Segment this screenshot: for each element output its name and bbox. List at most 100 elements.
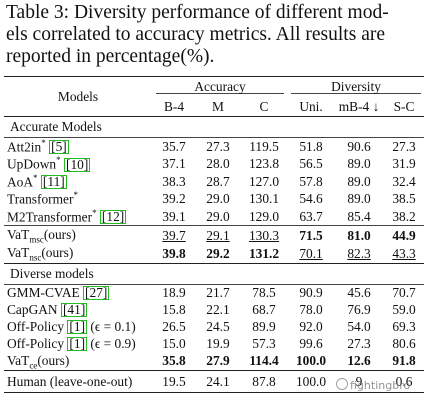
- cell: 29.0: [206, 191, 230, 207]
- table-row: AoA* [11] 38.3 28.7 127.0 57.8 89.0 32.4: [4, 173, 424, 190]
- cell: 54.0: [347, 319, 371, 335]
- cell: 119.5: [249, 138, 279, 154]
- cell: 27.3: [206, 138, 230, 154]
- citation-link[interactable]: [27]: [83, 285, 110, 301]
- cell: 24.5: [206, 319, 230, 335]
- cell: 18.9: [162, 285, 186, 301]
- cell: 29.2: [206, 245, 230, 261]
- cell: 90.6: [347, 138, 371, 154]
- results-table: Models Accuracy Diversity B-4 M C Uni. m…: [4, 76, 425, 393]
- cell: 80.6: [392, 336, 416, 352]
- cell: 12.6: [347, 353, 371, 369]
- cell: 100.0: [295, 353, 327, 369]
- table-row: Off-Policy [1] (ϵ = 0.9) 15.0 19.9 57.3 …: [4, 336, 424, 353]
- model-name: Att2in* [5]: [7, 138, 69, 155]
- header-accuracy: Accuracy: [152, 77, 288, 98]
- citation-link[interactable]: [1]: [67, 319, 88, 335]
- cell: 59.0: [392, 302, 416, 318]
- cell: 87.8: [252, 373, 276, 389]
- cell: 43.3: [392, 245, 416, 261]
- col-header: S-C: [393, 98, 415, 114]
- citation-link[interactable]: [11]: [40, 174, 67, 190]
- citation-link[interactable]: [5]: [49, 139, 69, 155]
- table-row: UpDown* [10] 37.1 28.0 123.8 56.5 89.0 3…: [4, 155, 424, 172]
- cell: 89.0: [347, 173, 371, 189]
- section-accurate: Accurate Models: [10, 119, 102, 134]
- cell: 29.0: [206, 208, 230, 224]
- cell: 69.3: [392, 319, 416, 335]
- cell: 76.9: [347, 302, 371, 318]
- model-name: GMM-CVAE [27]: [7, 285, 110, 301]
- caption-line: els correlated to accuracy metrics. All …: [6, 24, 385, 45]
- col-header: mB-4 ↓: [338, 98, 380, 114]
- table-row: Att2in* [5] 35.7 27.3 119.5 51.8 90.6 27…: [4, 137, 425, 156]
- citation-link[interactable]: [41]: [60, 302, 88, 318]
- cell: 82.3: [347, 245, 371, 261]
- cell: 35.8: [162, 353, 186, 369]
- cell: 26.5: [162, 319, 186, 335]
- cell: 130.3: [248, 227, 280, 243]
- cell: 129.0: [248, 208, 280, 224]
- col-header: M: [212, 98, 224, 114]
- cell: 15.8: [162, 302, 186, 318]
- cell: 21.7: [206, 285, 230, 301]
- caption-line: Table 3: Diversity performance of differ…: [6, 2, 389, 23]
- cell: 19.9: [206, 336, 230, 352]
- cell: 15.0: [162, 336, 186, 352]
- cell: 38.2: [392, 208, 416, 224]
- cell: 68.7: [252, 302, 276, 318]
- model-name: M2Transformer* [12]: [7, 207, 127, 225]
- cell: 99.6: [299, 336, 323, 352]
- citation-link[interactable]: [12]: [99, 209, 127, 225]
- table-caption: Table 3: Diversity performance of differ…: [6, 2, 424, 68]
- citation-link[interactable]: [1]: [67, 336, 88, 352]
- table-row: M2Transformer* [12] 39.1 29.0 129.0 63.7…: [4, 208, 424, 226]
- cell: 57.3: [252, 336, 276, 352]
- cell: 89.0: [347, 156, 371, 172]
- cell: 130.1: [248, 191, 280, 207]
- cell: 27.3: [392, 138, 416, 154]
- cell: 114.4: [249, 353, 279, 369]
- model-name: CapGAN [41]: [7, 302, 88, 318]
- cell: 100.0: [295, 373, 327, 389]
- header-diversity: Diversity: [288, 77, 424, 98]
- cell: 56.5: [299, 156, 323, 172]
- cell: 78.0: [299, 302, 323, 318]
- cell: 89.0: [347, 191, 371, 207]
- cell: 51.8: [299, 138, 323, 154]
- model-name: Human (leave-one-out): [7, 373, 133, 389]
- cell: 123.8: [248, 156, 280, 172]
- model-name: UpDown* [10]: [7, 155, 91, 172]
- cell: 90.9: [299, 285, 323, 301]
- cell: 31.9: [392, 156, 416, 172]
- cell: 71.5: [299, 227, 323, 243]
- cell: 35.7: [162, 138, 186, 154]
- table-row: Transformer* 39.2 29.0 130.1 54.6 89.0 3…: [4, 190, 424, 207]
- cell: 85.4: [347, 208, 371, 224]
- model-name: VaTce(ours): [7, 352, 70, 371]
- header-models: Models: [57, 88, 99, 104]
- cell: 39.2: [162, 191, 186, 207]
- cell: 81.0: [347, 227, 371, 243]
- cell: 78.5: [252, 285, 276, 301]
- citation-link[interactable]: [10]: [63, 156, 91, 172]
- model-name: Off-Policy [1] (ϵ = 0.1): [7, 319, 136, 335]
- cell: 9: [355, 373, 363, 389]
- wechat-icon: [336, 378, 348, 390]
- table-row: VaTce(ours) 35.8 27.9 114.4 100.0 12.6 9…: [4, 352, 425, 371]
- cell: 92.0: [299, 319, 323, 335]
- caption-line: reported in percentage(%).: [6, 46, 215, 67]
- cell: 19.5: [162, 373, 186, 389]
- cell: 70.7: [392, 285, 416, 301]
- model-name: AoA* [11]: [7, 172, 67, 190]
- cell: 63.7: [299, 208, 323, 224]
- table-row: VaTnsc(ours) 39.8 29.2 131.2 70.1 82.3 4…: [4, 244, 425, 264]
- cell: 70.1: [299, 245, 323, 261]
- cell: 54.6: [299, 191, 323, 207]
- table-row: CapGAN [41] 15.8 22.1 68.7 78.0 76.9 59.…: [4, 302, 424, 319]
- model-name: VaTnsc(ours): [7, 244, 74, 263]
- watermark: fightingbro: [336, 378, 410, 392]
- cell: 89.9: [252, 319, 276, 335]
- col-header: Uni.: [299, 98, 323, 114]
- table-row: GMM-CVAE [27] 18.9 21.7 78.5 90.9 45.6 7…: [4, 284, 425, 302]
